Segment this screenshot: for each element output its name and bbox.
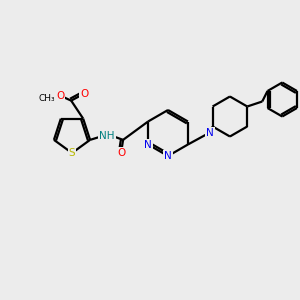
Text: N: N [164, 151, 172, 161]
Text: O: O [117, 148, 125, 158]
Text: CH₃: CH₃ [39, 94, 56, 103]
Text: N: N [206, 128, 214, 137]
Text: N: N [144, 140, 152, 149]
Text: NH: NH [99, 131, 115, 141]
Text: O: O [80, 88, 88, 99]
Text: S: S [69, 148, 75, 158]
Text: O: O [56, 91, 64, 100]
